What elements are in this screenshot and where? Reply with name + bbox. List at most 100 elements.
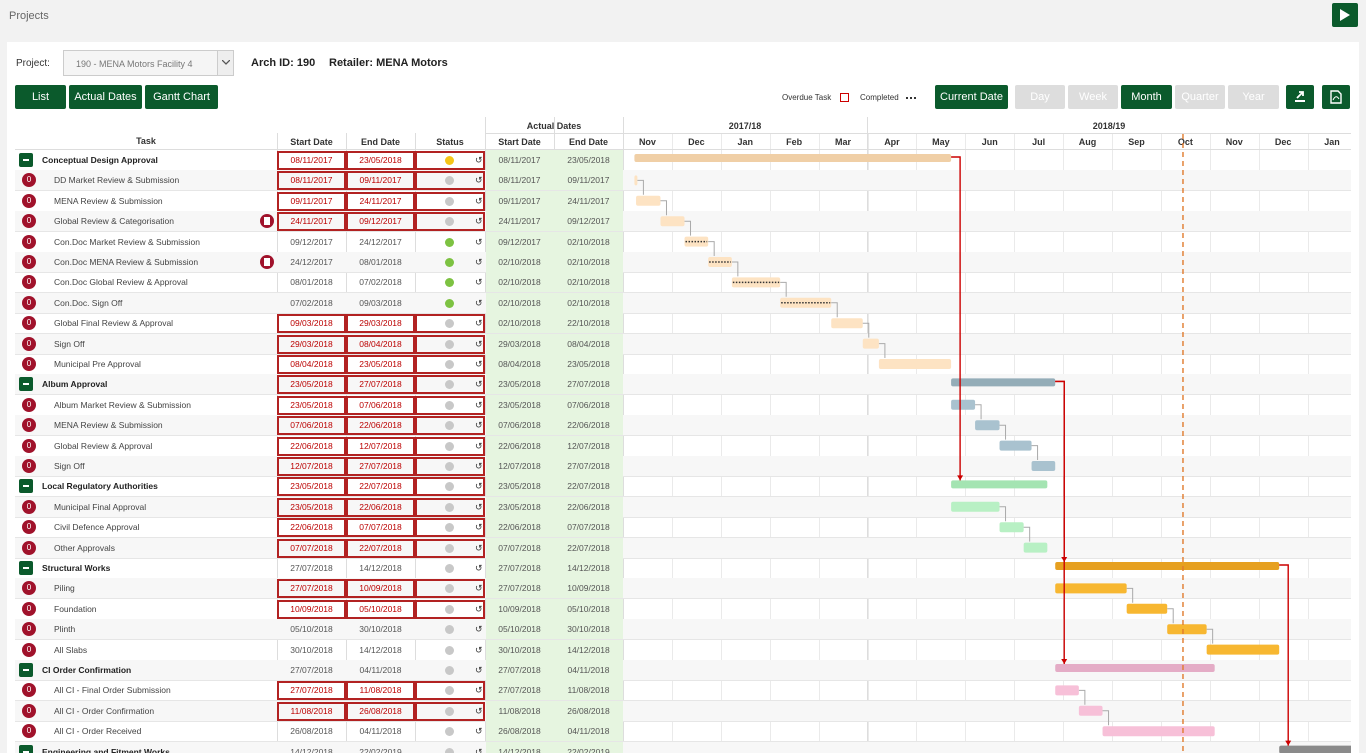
- task-row[interactable]: 0 Other Approvals 07/07/2018 22/07/2018 ↺ 07/…: [15, 537, 1351, 559]
- collapse-icon[interactable]: [19, 561, 33, 575]
- collapse-icon[interactable]: [19, 377, 33, 392]
- task-row[interactable]: 0 Global Final Review & Approval 09/03/201…: [15, 313, 1351, 335]
- history-icon[interactable]: ↺: [475, 338, 483, 349]
- task-row[interactable]: 0 Foundation 10/09/2018 05/10/2018 ↺ 10/09/20…: [15, 598, 1351, 620]
- view-list-button[interactable]: List: [15, 85, 66, 109]
- group-row[interactable]: Album Approval 23/05/2018 27/07/2018 ↺ 23/05…: [15, 374, 1351, 396]
- collapse-icon[interactable]: [19, 153, 33, 167]
- history-icon[interactable]: ↺: [475, 501, 483, 512]
- task-row[interactable]: 0 All CI - Order Received 26/08/2018 04/11/…: [15, 721, 1351, 743]
- history-icon[interactable]: ↺: [475, 583, 483, 594]
- end-date-header[interactable]: End Date: [360, 137, 400, 147]
- task-row[interactable]: 0 Piling 27/07/2018 10/09/2018 ↺ 27/07/2018 10…: [15, 578, 1351, 600]
- export-button[interactable]: [1286, 85, 1314, 109]
- history-icon[interactable]: ↺: [475, 563, 483, 573]
- task-row[interactable]: 0 Global Review & Approval 22/06/2018 12/07…: [15, 435, 1351, 457]
- document-icon[interactable]: [260, 214, 274, 229]
- history-icon[interactable]: ↺: [475, 522, 483, 533]
- quarter-button[interactable]: Quarter: [1175, 85, 1225, 109]
- project-select[interactable]: 190 - MENA Motors Facility 4: [63, 50, 234, 76]
- task-badge[interactable]: 0: [22, 255, 36, 269]
- task-row[interactable]: 0 All CI - Order Confirmation 11/08/2018 26…: [15, 700, 1351, 722]
- task-row[interactable]: 0 Con.Doc Global Review & Approval 08/01/2…: [15, 272, 1351, 294]
- task-badge[interactable]: 0: [22, 499, 36, 514]
- task-badge[interactable]: 0: [22, 418, 36, 433]
- task-badge[interactable]: 0: [22, 683, 36, 698]
- task-badge[interactable]: 0: [22, 459, 36, 473]
- history-icon[interactable]: ↺: [475, 379, 483, 390]
- actual-start-header[interactable]: Start Date: [498, 137, 541, 147]
- task-row[interactable]: 0 Sign Off 29/03/2018 08/04/2018 ↺ 29/03/2018…: [15, 333, 1351, 355]
- history-icon[interactable]: ↺: [475, 277, 483, 288]
- actual-end-header[interactable]: End Date: [568, 137, 608, 147]
- task-badge[interactable]: 0: [22, 622, 36, 637]
- task-badge[interactable]: 0: [22, 520, 36, 535]
- task-badge[interactable]: 0: [22, 397, 36, 412]
- history-icon[interactable]: ↺: [475, 603, 483, 614]
- task-row[interactable]: 0 Civil Defence Approval 22/06/2018 07/07/2…: [15, 517, 1351, 539]
- history-icon[interactable]: ↺: [475, 399, 483, 410]
- task-badge[interactable]: 0: [22, 193, 36, 208]
- task-row[interactable]: 0 MENA Review & Submission 09/11/2017 24/11…: [15, 190, 1351, 212]
- task-row[interactable]: 0 All CI - Final Order Submission 27/07/20…: [15, 680, 1351, 702]
- play-button[interactable]: [1332, 3, 1358, 27]
- history-icon[interactable]: ↺: [475, 481, 483, 492]
- history-icon[interactable]: ↺: [475, 644, 483, 655]
- history-icon[interactable]: ↺: [475, 155, 483, 165]
- task-badge[interactable]: 0: [22, 214, 36, 229]
- history-icon[interactable]: ↺: [475, 195, 483, 206]
- task-badge[interactable]: 0: [22, 173, 36, 188]
- history-icon[interactable]: ↺: [475, 542, 483, 553]
- task-row[interactable]: 0 Municipal Pre Approval 08/04/2018 23/05/2…: [15, 354, 1351, 375]
- history-icon[interactable]: ↺: [475, 624, 483, 635]
- history-icon[interactable]: ↺: [475, 216, 483, 227]
- year-button[interactable]: Year: [1228, 85, 1279, 109]
- task-row[interactable]: 0 Global Review & Categorisation 24/11/201…: [15, 211, 1351, 233]
- task-badge[interactable]: 0: [22, 601, 36, 616]
- history-icon[interactable]: ↺: [475, 665, 483, 675]
- task-row[interactable]: 0 DD Market Review & Submission 08/11/2017…: [15, 170, 1351, 192]
- history-icon[interactable]: ↺: [475, 746, 483, 753]
- history-icon[interactable]: ↺: [475, 726, 483, 737]
- group-row[interactable]: Conceptual Design Approval 08/11/2017 23/0…: [15, 150, 1351, 171]
- history-icon[interactable]: ↺: [475, 461, 483, 471]
- task-row[interactable]: 0 Sign Off 12/07/2018 27/07/2018 ↺ 12/07/2018…: [15, 456, 1351, 477]
- group-row[interactable]: CI Order Confirmation 27/07/2018 04/11/201…: [15, 660, 1351, 681]
- day-button[interactable]: Day: [1015, 85, 1065, 109]
- collapse-icon[interactable]: [19, 663, 33, 677]
- group-row[interactable]: Structural Works 27/07/2018 14/12/2018 ↺ 27/…: [15, 558, 1351, 579]
- history-icon[interactable]: ↺: [475, 420, 483, 431]
- history-icon[interactable]: ↺: [475, 440, 483, 451]
- task-row[interactable]: 0 Con.Doc Market Review & Submission 09/12…: [15, 231, 1351, 253]
- task-row[interactable]: 0 Con.Doc MENA Review & Submission 24/12/2…: [15, 252, 1351, 273]
- history-icon[interactable]: ↺: [475, 318, 483, 329]
- status-header[interactable]: Status: [436, 137, 464, 147]
- task-row[interactable]: 0 MENA Review & Submission 07/06/2018 22/06…: [15, 415, 1351, 437]
- task-badge[interactable]: 0: [22, 540, 36, 555]
- start-date-header[interactable]: Start Date: [290, 137, 333, 147]
- document-icon[interactable]: [260, 255, 274, 269]
- task-badge[interactable]: 0: [22, 316, 36, 331]
- history-icon[interactable]: ↺: [475, 685, 483, 696]
- task-badge[interactable]: 0: [22, 295, 36, 310]
- task-row[interactable]: 0 Municipal Final Approval 23/05/2018 22/06…: [15, 496, 1351, 518]
- history-icon[interactable]: ↺: [475, 705, 483, 716]
- group-row[interactable]: Local Regulatory Authorities 23/05/2018 22…: [15, 476, 1351, 498]
- current-date-button[interactable]: Current Date: [935, 85, 1008, 109]
- task-badge[interactable]: 0: [22, 642, 36, 657]
- month-button[interactable]: Month: [1121, 85, 1172, 109]
- task-row[interactable]: 0 All Slabs 30/10/2018 14/12/2018 ↺ 30/10/201…: [15, 639, 1351, 661]
- task-row[interactable]: 0 Con.Doc. Sign Off 07/02/2018 09/03/2018 ↺ 0…: [15, 292, 1351, 314]
- history-icon[interactable]: ↺: [475, 257, 483, 267]
- history-icon[interactable]: ↺: [475, 297, 483, 308]
- task-badge[interactable]: 0: [22, 275, 36, 290]
- week-button[interactable]: Week: [1068, 85, 1118, 109]
- task-badge[interactable]: 0: [22, 357, 36, 371]
- history-icon[interactable]: ↺: [475, 359, 483, 369]
- history-icon[interactable]: ↺: [475, 175, 483, 186]
- chevron-down-icon[interactable]: [217, 51, 233, 75]
- view-actual-dates-button[interactable]: Actual Dates: [69, 85, 142, 109]
- view-gantt-button[interactable]: Gantt Chart: [145, 85, 218, 109]
- task-badge[interactable]: 0: [22, 438, 36, 453]
- task-row[interactable]: 0 Plinth 05/10/2018 30/10/2018 ↺ 05/10/2018 30…: [15, 619, 1351, 641]
